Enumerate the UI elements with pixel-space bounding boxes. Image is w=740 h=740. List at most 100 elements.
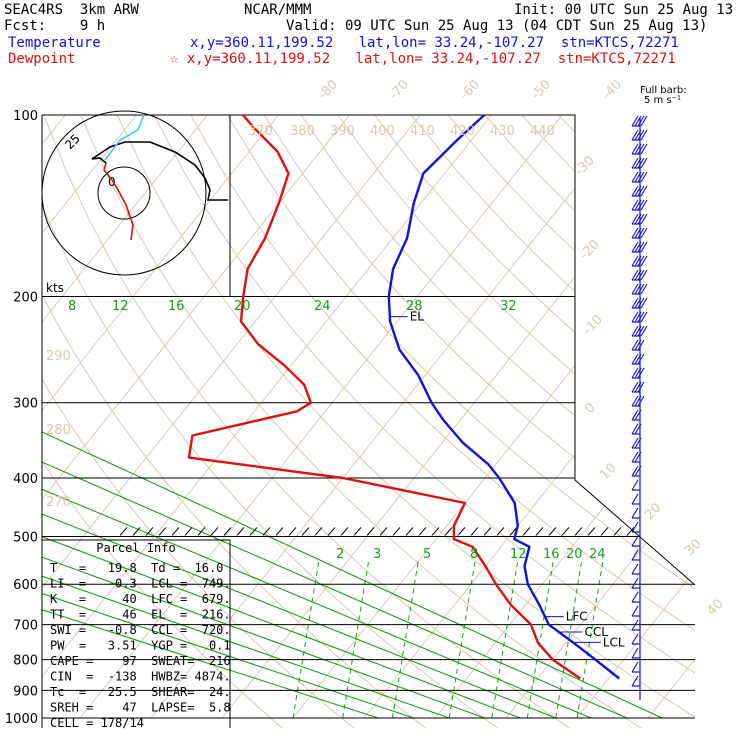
wind-barbs (631, 115, 648, 700)
wind-barb-flag (631, 381, 639, 393)
wind-barb-flag (631, 157, 639, 169)
theta-label: 270 (46, 495, 71, 510)
wind-barb-flag (634, 395, 642, 407)
theta-label: 410 (410, 124, 435, 139)
freezing-hatch (119, 527, 128, 536)
dry-adiabat-line (42, 115, 286, 728)
pressure-label: 500 (13, 530, 38, 545)
isotherm-label-right: 40 (704, 597, 726, 619)
wind-barb-flag (631, 269, 639, 281)
pressure-label: 300 (13, 397, 38, 412)
barb-legend-title: Full barb: (640, 85, 687, 96)
temperature-location-info: x,y=360.11,199.52 lat,lon= 33.24,-107.27… (190, 35, 679, 51)
freezing-hatch (314, 527, 323, 536)
wind-barb-flag (631, 171, 639, 183)
wind-barb-flag (634, 129, 642, 141)
wind-barb-flag (640, 171, 648, 183)
isotherm-label-top: -80 (315, 77, 341, 103)
barb-legend-units: 5 m s⁻¹ (644, 95, 681, 106)
freezing-hatch (535, 527, 544, 536)
dry-adiabat-line (80, 115, 646, 728)
mixing-ratio-label: 12 (510, 547, 527, 562)
parcel-info-row: K = 40 LFC = 679. (50, 592, 231, 606)
isotherm-line (42, 115, 350, 719)
freezing-hatch (470, 527, 479, 536)
wind-barb-flag (634, 339, 642, 351)
wind-barb-flag (634, 227, 642, 239)
wind-barb-flag (634, 269, 642, 281)
parcel-info-title: Parcel Info (96, 541, 175, 555)
theta-e-label: 16 (168, 299, 185, 314)
pressure-label: 1000 (5, 712, 38, 727)
freezing-hatch (587, 527, 596, 536)
wind-barb-flag (637, 255, 645, 267)
wind-barb-flag (634, 423, 642, 435)
wind-barb-flag (637, 185, 645, 197)
wind-barb-flag (640, 185, 648, 197)
wind-barb-flag (634, 353, 642, 365)
sounding-traces (187, 115, 620, 680)
freezing-hatch (184, 527, 193, 536)
freezing-hatch (457, 527, 466, 536)
isotherm-label-top: -50 (528, 77, 554, 103)
wind-barb-flag (634, 465, 642, 477)
freezing-hatch (483, 527, 492, 536)
wind-barb-flag (631, 465, 639, 477)
pressure-label: 800 (13, 654, 38, 669)
isotherm-line (292, 115, 695, 719)
theta-label: 290 (46, 349, 71, 364)
wind-barb-flag (640, 227, 648, 239)
wind-barb-flag (634, 143, 642, 155)
freezing-hatch (626, 527, 635, 536)
dry-adiabat-line (300, 115, 695, 728)
dry-adiabat-line (42, 115, 502, 728)
wind-barb-flag (640, 269, 648, 281)
wind-barb-flag (631, 395, 639, 407)
pressure-label: 200 (13, 291, 38, 306)
theta-label: 430 (490, 124, 515, 139)
mixing-ratio-line (391, 561, 419, 719)
wind-barb-flag (634, 311, 642, 323)
hodograph-trace-upper (104, 114, 145, 161)
wind-barb-flag (640, 143, 648, 155)
pressure-label: 600 (13, 578, 38, 593)
isotherm-line (150, 115, 634, 719)
dry-adiabat-line (227, 115, 695, 728)
freezing-hatch (418, 527, 427, 536)
dry-adiabat-line (43, 115, 574, 728)
hodograph-ring-label: 25 (62, 131, 83, 152)
wind-barb-flag (631, 185, 639, 197)
isotherm-label-right: 20 (642, 501, 664, 523)
freezing-hatch (444, 527, 453, 536)
wind-barb-flag (634, 367, 642, 379)
theta-e-label: 8 (68, 299, 76, 314)
pressure-label: 900 (13, 684, 38, 699)
freezing-hatch (600, 527, 609, 536)
mixing-ratio-label: 8 (470, 547, 478, 562)
freezing-hatch (405, 527, 414, 536)
wind-barb-flag (631, 479, 639, 491)
wind-barb-flag (637, 381, 645, 393)
wind-barb-flag (631, 115, 639, 127)
parcel-info-row: PW = 3.51 YGP = 0.1 (50, 639, 231, 653)
isotherm-label-top: -60 (457, 77, 483, 103)
isotherm-label-top: -70 (386, 77, 412, 103)
hodograph-center-label: 0 (108, 175, 116, 189)
theta-e-label: 24 (314, 299, 331, 314)
theta-label: 420 (450, 124, 475, 139)
wind-barb-flag (640, 325, 648, 337)
mixing-ratio-label: 16 (543, 547, 560, 562)
pressure-label: 700 (13, 619, 38, 634)
wind-barb-flag (631, 591, 639, 603)
freezing-hatch (236, 527, 245, 536)
theta-label: 390 (330, 124, 355, 139)
wind-barb-flag (631, 563, 639, 575)
theta-label: 280 (46, 423, 71, 438)
dry-adiabat-line (190, 115, 695, 728)
freezing-hatch (327, 527, 336, 536)
parcel-info-row: CIN = -138 HWBZ= 4874. (50, 670, 231, 684)
wind-barb-flag (637, 227, 645, 239)
wind-barb-flag (631, 549, 639, 561)
wind-barb-flag (631, 605, 639, 617)
hodograph-outer-ring (41, 110, 207, 276)
